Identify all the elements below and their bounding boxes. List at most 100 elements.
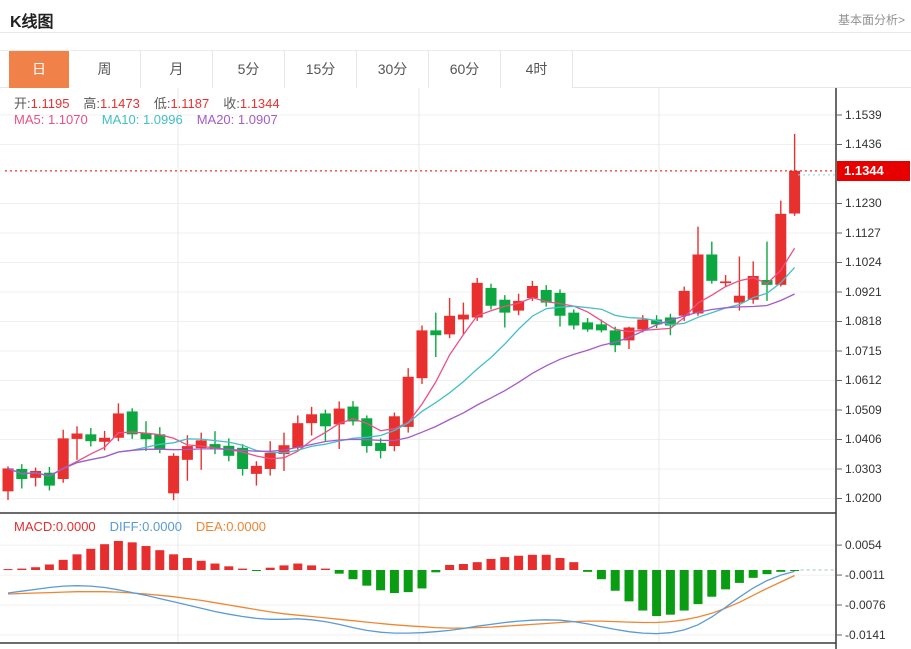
- ma10-value: 1.0996: [142, 112, 183, 127]
- candle-body: [181, 446, 193, 460]
- ma5-line: [7, 247, 796, 477]
- macd-hist-bar: [100, 544, 110, 570]
- tab-period-5[interactable]: 30分: [357, 51, 429, 88]
- macd-hist-bar: [279, 565, 289, 570]
- price-tick-label: 1.0612: [845, 373, 882, 388]
- price-tick-label: 1.1127: [845, 225, 881, 240]
- ma20-value: 1.0907: [237, 112, 278, 127]
- macd-hist-bar: [113, 540, 123, 570]
- close-value: 1.1344: [239, 96, 280, 111]
- price-tick-label: 1.0303: [845, 461, 882, 476]
- macd-hist-bar: [431, 570, 441, 573]
- high-value: 1.1473: [100, 96, 140, 111]
- macd-hist-bar: [251, 570, 261, 571]
- macd-hist-bar: [555, 558, 565, 570]
- candle-body: [2, 468, 14, 492]
- macd-hist-bar: [86, 548, 96, 570]
- tab-period-7[interactable]: 4时: [501, 51, 573, 88]
- candle-body: [526, 285, 538, 299]
- diff-line: [7, 570, 795, 635]
- macd-hist-bar: [334, 570, 344, 574]
- macd-hist-bar: [141, 546, 151, 570]
- macd-hist-bar: [17, 568, 27, 570]
- high-label: 高:: [83, 96, 101, 111]
- price-tick-label: 1.0200: [845, 491, 882, 506]
- macd-hist-bar: [389, 570, 399, 594]
- macd-hist-bar: [624, 570, 634, 602]
- macd-hist-bar: [265, 567, 275, 570]
- macd-hist-bar: [362, 570, 372, 586]
- open-label: 开:: [14, 96, 31, 111]
- macd-hist-bar: [3, 569, 13, 571]
- macd-hist-bar: [569, 562, 579, 570]
- candle-body: [319, 413, 331, 427]
- macd-hist-bar: [58, 559, 68, 570]
- candle-body: [692, 254, 704, 314]
- macd-value: 0.0000: [55, 519, 96, 534]
- macd-hist-bar: [445, 564, 455, 570]
- candle-body: [761, 279, 773, 285]
- tab-period-3[interactable]: 5分: [213, 51, 285, 88]
- macd-hist-bar: [762, 570, 772, 575]
- macd-hist-bar: [224, 566, 234, 570]
- macd-hist-bar: [596, 570, 606, 580]
- candle-body: [223, 445, 235, 456]
- candle-body: [582, 322, 594, 330]
- macd-hist-bar: [734, 570, 744, 583]
- low-value: 1.1187: [170, 96, 210, 111]
- candle-body: [402, 376, 414, 427]
- candle-body: [720, 281, 732, 284]
- macd-hist-bar: [348, 570, 358, 580]
- candle-body: [664, 317, 676, 326]
- macd-hist-bar: [527, 554, 537, 570]
- candle-body: [361, 418, 373, 447]
- candle-body: [333, 408, 345, 425]
- macd-hist-bar: [182, 558, 192, 570]
- macd-label: MACD:0.0000: [14, 519, 96, 534]
- tab-period-6[interactable]: 60分: [429, 51, 501, 88]
- macd-hist-bar: [610, 570, 620, 591]
- dea-label: DEA:0.0000: [195, 519, 267, 534]
- candle-body: [71, 433, 83, 439]
- candle-body: [678, 290, 690, 316]
- candle-body: [237, 447, 249, 469]
- candle-body: [57, 438, 69, 480]
- macd-hist-bar: [707, 570, 717, 597]
- candle-body: [513, 300, 525, 311]
- macd-hist-bar: [514, 555, 524, 570]
- candle-body: [126, 411, 138, 435]
- open-value: 1.1195: [30, 96, 70, 111]
- dea-line: [7, 574, 795, 629]
- ma5-value: 1.1070: [47, 112, 88, 127]
- ma10-line: [7, 266, 796, 477]
- candle-body: [789, 170, 801, 214]
- diff-label: DIFF:0.0000: [109, 519, 182, 534]
- macd-row: MACD:0.0000 DIFF:0.0000 DEA:0.0000: [14, 519, 266, 534]
- tab-period-4[interactable]: 15分: [285, 51, 357, 88]
- macd-hist-bar: [320, 568, 330, 570]
- period-tab-bar: 日周月 5分 15分 30分 60分 4时: [0, 50, 911, 88]
- macd-hist-bar: [31, 567, 41, 570]
- macd-hist-bar: [693, 570, 703, 605]
- candle-body: [540, 289, 552, 303]
- candle-body: [554, 292, 566, 316]
- candle-body: [623, 327, 635, 341]
- tab-period-0[interactable]: 日: [9, 51, 69, 88]
- macd-hist-bar: [293, 563, 303, 570]
- tab-period-2[interactable]: 月: [141, 51, 213, 88]
- candle-body: [430, 330, 442, 336]
- macd-hist-bar: [638, 570, 648, 611]
- candle-body: [43, 472, 55, 486]
- macd-hist-bar: [486, 558, 496, 570]
- macd-hist-bar: [665, 570, 675, 615]
- candle-body: [306, 414, 318, 424]
- tab-period-1[interactable]: 周: [69, 51, 141, 88]
- candle-body: [30, 470, 42, 478]
- candle-body: [168, 455, 180, 494]
- fundamental-analysis-link[interactable]: 基本面分析>: [837, 13, 905, 27]
- candle-body: [733, 295, 745, 303]
- ma-row: MA5: 1.1070 MA10: 1.0996 MA20: 1.0907: [14, 112, 278, 127]
- candle-body: [195, 440, 207, 449]
